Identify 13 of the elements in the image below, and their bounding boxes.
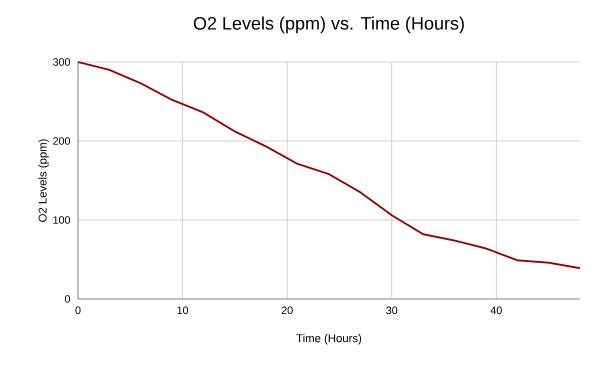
x-tick-label: 40 bbox=[490, 306, 502, 314]
line-series bbox=[77, 61, 581, 270]
x-tick-label: 10 bbox=[177, 306, 188, 314]
x-tick-label: 30 bbox=[386, 306, 398, 314]
x-tick-label: 0 bbox=[75, 306, 81, 314]
y-tick-label: 100 bbox=[53, 216, 70, 224]
chart-title: O2 Levels (ppm) vs. Time (Hours) bbox=[194, 16, 464, 34]
y-tick-label: 0 bbox=[64, 295, 70, 303]
y-tick-label: 300 bbox=[53, 58, 70, 66]
y-tick-label: 200 bbox=[53, 137, 70, 145]
x-axis-title: Time (Hours) bbox=[296, 334, 362, 344]
y-axis-title: O2 Levels (ppm) bbox=[38, 139, 49, 222]
x-tick-label: 20 bbox=[282, 306, 293, 314]
